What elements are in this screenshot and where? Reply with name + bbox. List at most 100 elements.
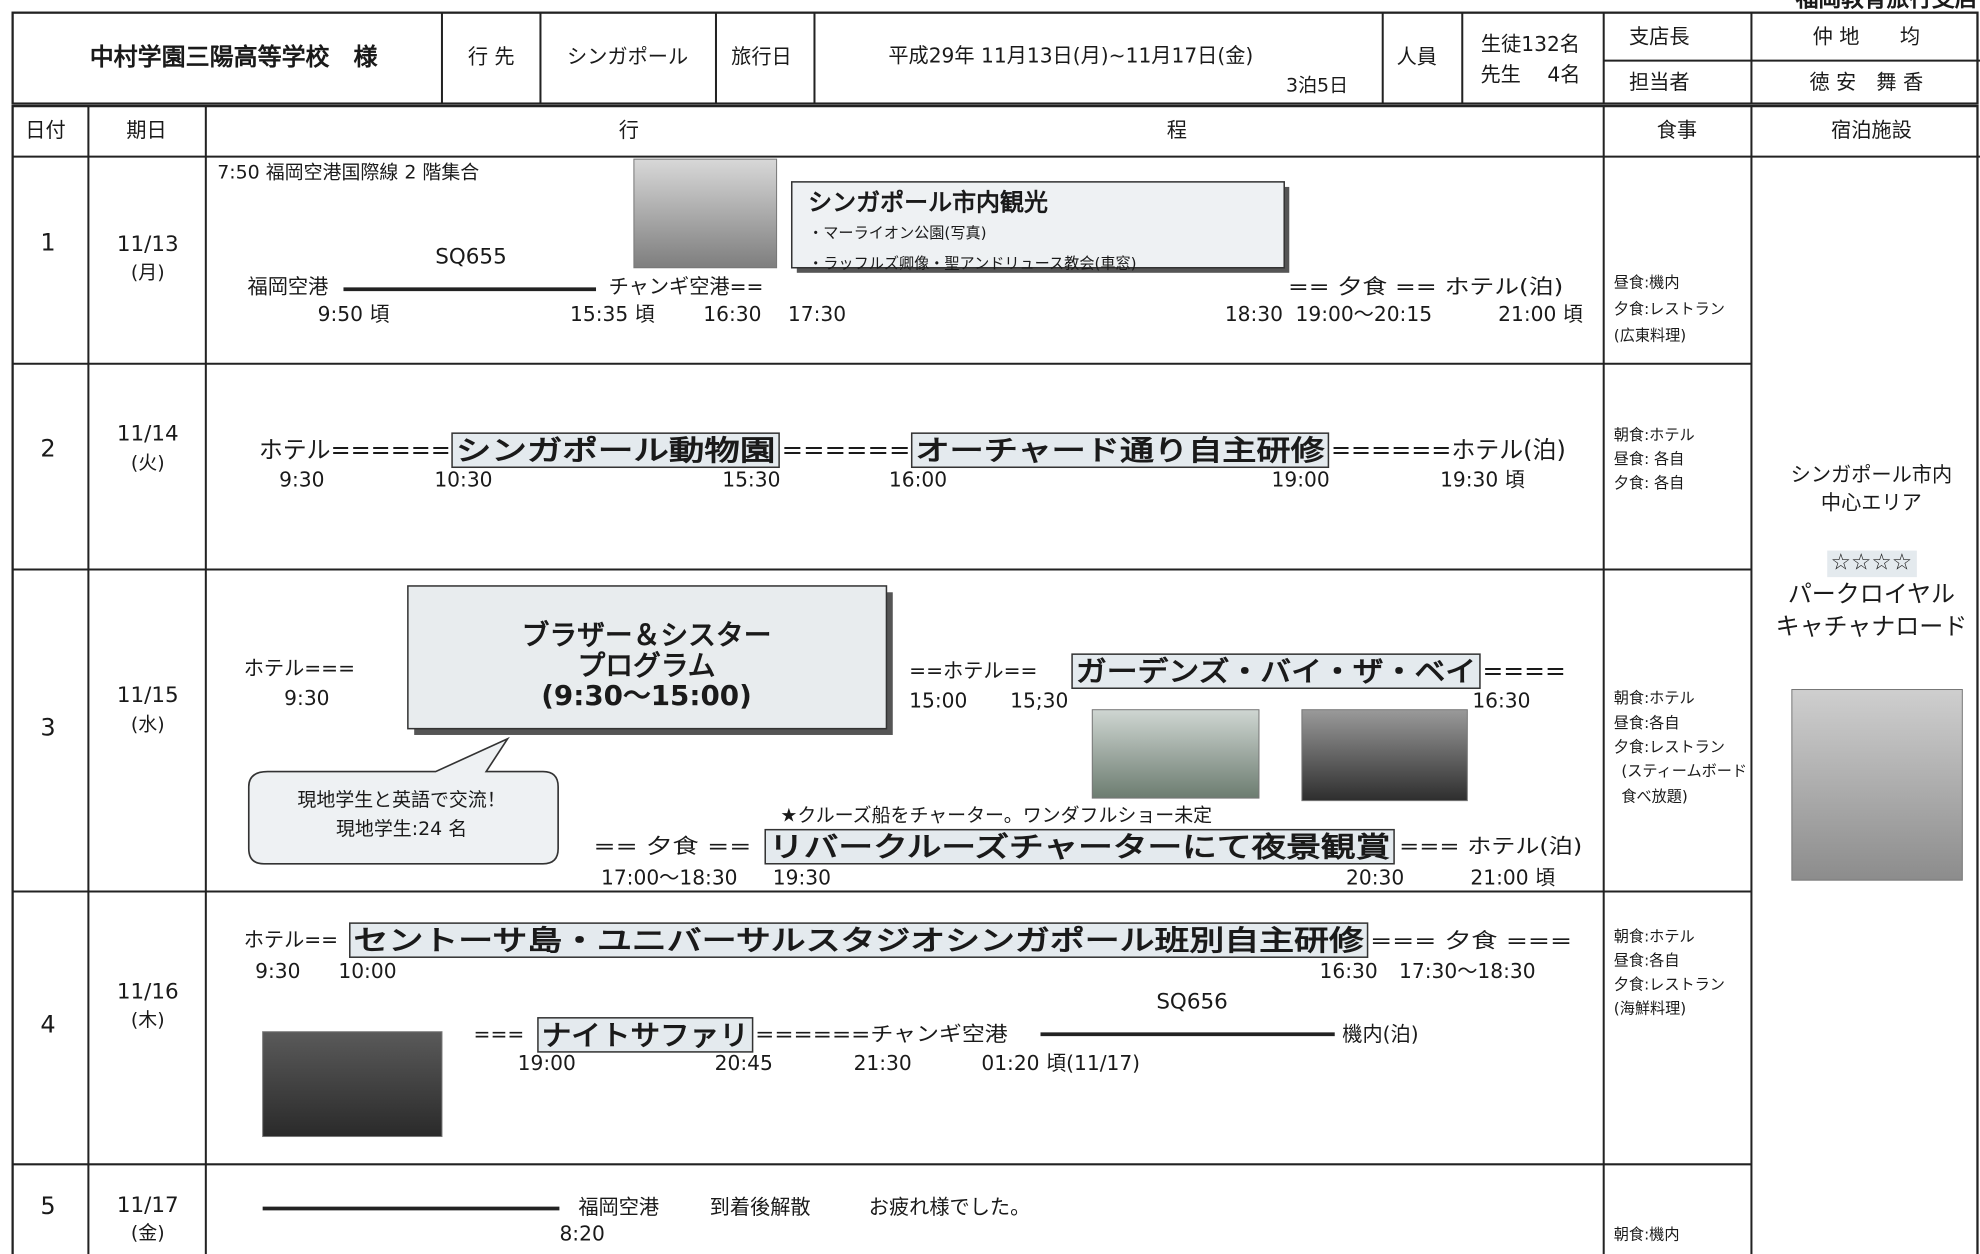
cell-text: 19:30 頃 (1440, 468, 1525, 492)
cell-text: (9:30～15:00) (541, 679, 752, 712)
table-frame (11, 104, 1979, 1254)
photo (1091, 709, 1260, 799)
day-number: 3 (40, 714, 55, 742)
weekday: (金) (131, 1222, 165, 1244)
cell-text: ブラザー＆シスター (522, 618, 772, 651)
highlight-text: シンガポール動物園 (456, 434, 775, 467)
cell-text: ☆☆☆☆ (1831, 550, 1912, 576)
header-frame (11, 11, 1979, 105)
meal: 朝食:ホテル (1614, 689, 1695, 707)
meal: 朝食:ホテル (1614, 426, 1695, 444)
meal: (スティームボード (1621, 762, 1747, 780)
weekday: (木) (131, 1009, 165, 1031)
cell-text: ==== (1482, 657, 1565, 685)
date: 11/17 (117, 1193, 179, 1218)
highlight-box (349, 922, 1369, 958)
meal: (海鮮料理) (1614, 999, 1686, 1017)
weekday: (火) (131, 452, 165, 474)
photo (262, 1031, 443, 1138)
cell-text: 21:00 頃 (1470, 865, 1555, 889)
cell-text: 支店長 (1629, 24, 1690, 48)
cell-text: 16:30 (1472, 689, 1530, 713)
cell-text: ・ラッフルズ卿像・聖アンドリュース教会(車窓) (808, 254, 1136, 272)
meal: 夕食:レストラン (1614, 300, 1725, 318)
highlight-box (764, 828, 1395, 865)
cell-text: 旅行日 (731, 45, 792, 69)
cell-text: 19:00～20:15 (1296, 302, 1433, 326)
cell-text: SQ655 (435, 245, 506, 270)
cell-text: 15:30 (722, 468, 780, 492)
cell-text: 担当者 (1629, 70, 1690, 94)
weekday: (水) (131, 713, 165, 735)
cell-text: 9:30 (255, 959, 300, 983)
cell-text: ======ホテル(泊) (1331, 436, 1566, 464)
highlight-text: ガーデンズ・バイ・ザ・ベイ (1076, 655, 1476, 688)
cell-text: 福岡教育旅行支店 (1795, 0, 1978, 13)
cell-text: 徳 安 舞 香 (1809, 70, 1923, 94)
sightseeing-box (790, 181, 1285, 269)
meal: 昼食: 各自 (1614, 450, 1684, 468)
cell-text: == 夕食 == (593, 834, 751, 858)
cell-text: 17:30 (788, 302, 846, 326)
highlight-text: セントーサ島・ユニバーサルスタジオシンガポール班別自主研修 (354, 924, 1364, 957)
date: 11/15 (117, 683, 179, 708)
cell-text: 人員 (1397, 45, 1437, 69)
cell-text: 10:00 (338, 959, 396, 983)
cell-text: 3泊5日 (1286, 74, 1348, 96)
cell-text: 10:30 (434, 468, 492, 492)
cell-text: 9:30 (284, 686, 329, 710)
cell-text: 16:00 (889, 468, 947, 492)
highlight-text: ナイトサファリ (542, 1019, 749, 1052)
cell-text: === 夕食 === (1370, 929, 1572, 953)
meal: 朝食:機内 (1614, 1226, 1680, 1244)
cell-text: === ホテル(泊) (1399, 834, 1582, 858)
cell-text: 17:30～18:30 (1399, 959, 1536, 983)
cell-text: 7:50 福岡空港国際線 2 階集合 (217, 162, 479, 184)
cell-text: 15;30 (1010, 689, 1068, 713)
column-header: 食事 (1657, 118, 1697, 142)
cell-text: 現地学生:24 名 (336, 818, 467, 840)
meal: 朝食:ホテル (1614, 928, 1695, 946)
cell-text: 21:00 頃 (1498, 302, 1583, 326)
cell-text: 20:30 (1346, 865, 1404, 889)
cell-text: お疲れ様でした。 (869, 1195, 1031, 1219)
cell-text: 中心エリア (1821, 490, 1922, 514)
cell-text: 01:20 頃(11/17) (981, 1051, 1140, 1075)
cell-text: 機内(泊) (1342, 1022, 1418, 1046)
cell-text: 仲 地 均 (1813, 24, 1920, 48)
cell-text: ======チャンギ空港 (755, 1022, 1008, 1046)
column-header: 行 (619, 118, 639, 142)
cell-text: 現地学生と英語で交流！ (297, 789, 505, 811)
photo (1791, 689, 1963, 881)
cell-text: ホテル== (244, 927, 338, 951)
cell-text: ・マーライオン公園(写真) (808, 224, 986, 242)
cell-text: シンガポール市内 (1791, 463, 1953, 487)
cell-text: シンガポール市内観光 (808, 188, 1048, 216)
photo (633, 158, 778, 269)
highlight-box (537, 1017, 754, 1053)
cell-text: 19:00 (518, 1051, 576, 1075)
cell-text: 16:30 (1320, 959, 1378, 983)
cell-text: 16:30 (703, 302, 761, 326)
cell-text: 生徒132名 (1481, 32, 1580, 56)
weekday: (月) (131, 261, 165, 283)
cell-text: 9:50 頃 (318, 302, 390, 326)
cell-text: ホテル====== (259, 436, 451, 464)
cell-text: 平成29年 11月13日(月)~11月17日(金) (888, 43, 1253, 67)
meal: 夕食:レストラン (1614, 975, 1725, 993)
cell-text: シンガポール (567, 45, 688, 69)
cell-text: チャンギ空港== (609, 274, 764, 298)
day-number: 4 (40, 1010, 55, 1038)
highlight-box (910, 432, 1330, 469)
cell-text: 20:45 (715, 1051, 773, 1075)
highlight-text: リバークルーズチャーターにて夜景観賞 (769, 831, 1391, 864)
cell-text: プログラム (578, 649, 716, 682)
cell-text: 15:35 頃 (570, 302, 655, 326)
cell-text: 18:30 (1225, 302, 1283, 326)
column-header: 程 (1167, 118, 1187, 142)
cell-text: キャチャナロード (1776, 613, 1968, 641)
cell-text: 9:30 (279, 468, 324, 492)
cell-text: == 夕食 == ホテル(泊) (1288, 274, 1563, 298)
